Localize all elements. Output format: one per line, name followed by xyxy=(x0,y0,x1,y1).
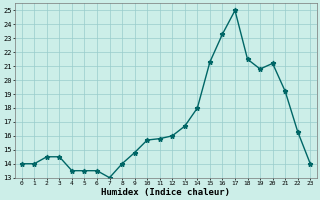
X-axis label: Humidex (Indice chaleur): Humidex (Indice chaleur) xyxy=(101,188,230,197)
